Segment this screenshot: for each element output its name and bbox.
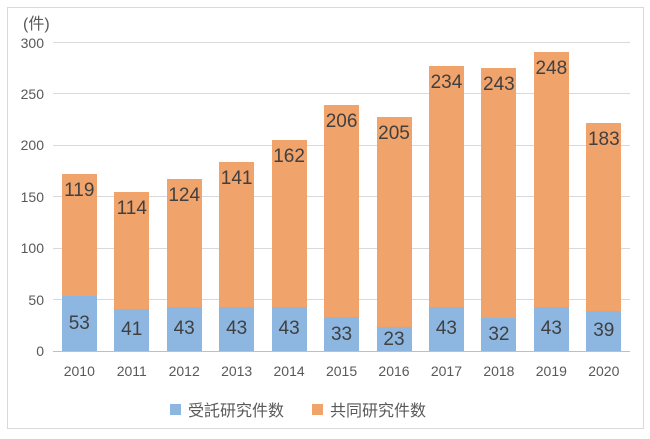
bar-segment-joint-research: 119 bbox=[61, 174, 97, 297]
bar-segment-joint-research: 248 bbox=[533, 51, 569, 307]
bar-segment-commissioned-research: 41 bbox=[114, 308, 150, 351]
x-axis-category-label: 2016 bbox=[378, 363, 410, 379]
bar-segment-commissioned-research: 43 bbox=[533, 306, 569, 351]
bar-segment-commissioned-research: 53 bbox=[61, 296, 97, 351]
bar-segment-joint-research: 234 bbox=[428, 66, 464, 307]
x-axis-line bbox=[53, 350, 630, 352]
bar-value-label: 206 bbox=[325, 111, 358, 133]
x-axis-category-label: 2010 bbox=[63, 363, 95, 379]
y-axis-tick-label: 0 bbox=[36, 343, 44, 359]
bar-value-label: 124 bbox=[168, 185, 201, 207]
bar-segment-commissioned-research: 32 bbox=[481, 318, 517, 351]
bar-value-label: 119 bbox=[64, 180, 95, 202]
bar-value-label: 43 bbox=[435, 318, 457, 340]
bar-segment-commissioned-research: 43 bbox=[428, 306, 464, 351]
bar-value-label: 41 bbox=[121, 319, 143, 341]
bar-segment-commissioned-research: 43 bbox=[219, 306, 255, 351]
legend-label-commissioned-research: 受託研究件数 bbox=[187, 403, 284, 420]
bar-value-label: 243 bbox=[483, 74, 515, 96]
bar-segment-joint-research: 205 bbox=[376, 116, 412, 328]
x-axis-category-label: 2013 bbox=[221, 363, 253, 379]
gridline bbox=[53, 42, 630, 43]
legend-swatch-orange bbox=[312, 403, 323, 415]
legend-swatch-blue bbox=[169, 403, 181, 415]
bar-value-label: 205 bbox=[378, 122, 410, 144]
bar-value-label: 33 bbox=[330, 323, 353, 345]
x-axis-category-label: 2017 bbox=[430, 363, 463, 379]
y-axis-unit-label: (件) bbox=[23, 16, 50, 33]
bar-value-label: 162 bbox=[273, 146, 305, 168]
bar-segment-joint-research: 141 bbox=[219, 161, 255, 307]
bar-segment-joint-research: 124 bbox=[166, 179, 202, 307]
bar-segment-commissioned-research: 33 bbox=[324, 317, 360, 351]
bar-value-label: 43 bbox=[278, 318, 300, 340]
y-axis-tick-label: 200 bbox=[20, 137, 44, 154]
bar-value-label: 43 bbox=[226, 318, 248, 340]
bar-segment-joint-research: 114 bbox=[114, 191, 150, 309]
bar-value-label: 53 bbox=[68, 313, 90, 335]
bar-segment-joint-research: 183 bbox=[586, 122, 622, 311]
bar-value-label: 114 bbox=[116, 197, 147, 219]
legend-label-joint-research: 共同研究件数 bbox=[330, 403, 427, 420]
bar-value-label: 43 bbox=[173, 318, 195, 340]
bar-segment-joint-research: 206 bbox=[324, 105, 360, 318]
bar-segment-joint-research: 243 bbox=[481, 68, 517, 319]
bar-segment-joint-research: 162 bbox=[271, 140, 307, 307]
bar-value-label: 234 bbox=[430, 72, 463, 94]
y-axis-tick-label: 300 bbox=[20, 34, 44, 51]
x-axis-category-label: 2019 bbox=[535, 363, 567, 379]
legend-item-joint-research: 共同研究件数 bbox=[312, 397, 426, 421]
x-axis-category-label: 2012 bbox=[168, 363, 200, 379]
y-axis-tick-label: 250 bbox=[20, 85, 44, 102]
bar-value-label: 23 bbox=[383, 328, 405, 350]
x-axis-category-label: 2014 bbox=[273, 363, 305, 379]
legend: 受託研究件数 共同研究件数 bbox=[0, 397, 650, 421]
legend-item-commissioned-research: 受託研究件数 bbox=[169, 397, 284, 421]
bar-value-label: 39 bbox=[593, 320, 615, 342]
x-axis-category-label: 2020 bbox=[588, 363, 620, 379]
bar-segment-commissioned-research: 39 bbox=[586, 310, 622, 351]
bar-value-label: 248 bbox=[535, 57, 568, 79]
x-axis-category-label: 2018 bbox=[483, 363, 515, 379]
y-axis-tick-label: 100 bbox=[20, 240, 44, 257]
bar-segment-commissioned-research: 23 bbox=[376, 327, 412, 351]
bar-value-label: 43 bbox=[540, 318, 562, 340]
bar-value-label: 183 bbox=[587, 128, 620, 150]
bar-value-label: 32 bbox=[488, 324, 510, 346]
x-axis-category-label: 2011 bbox=[116, 363, 147, 379]
y-axis-tick-label: 150 bbox=[20, 188, 44, 205]
x-axis-category-label: 2015 bbox=[325, 363, 358, 379]
bar-value-label: 141 bbox=[220, 167, 253, 189]
y-axis-tick-label: 50 bbox=[28, 291, 44, 308]
bar-segment-commissioned-research: 43 bbox=[166, 306, 202, 351]
gridline bbox=[53, 93, 630, 95]
bar-segment-commissioned-research: 43 bbox=[271, 306, 307, 351]
